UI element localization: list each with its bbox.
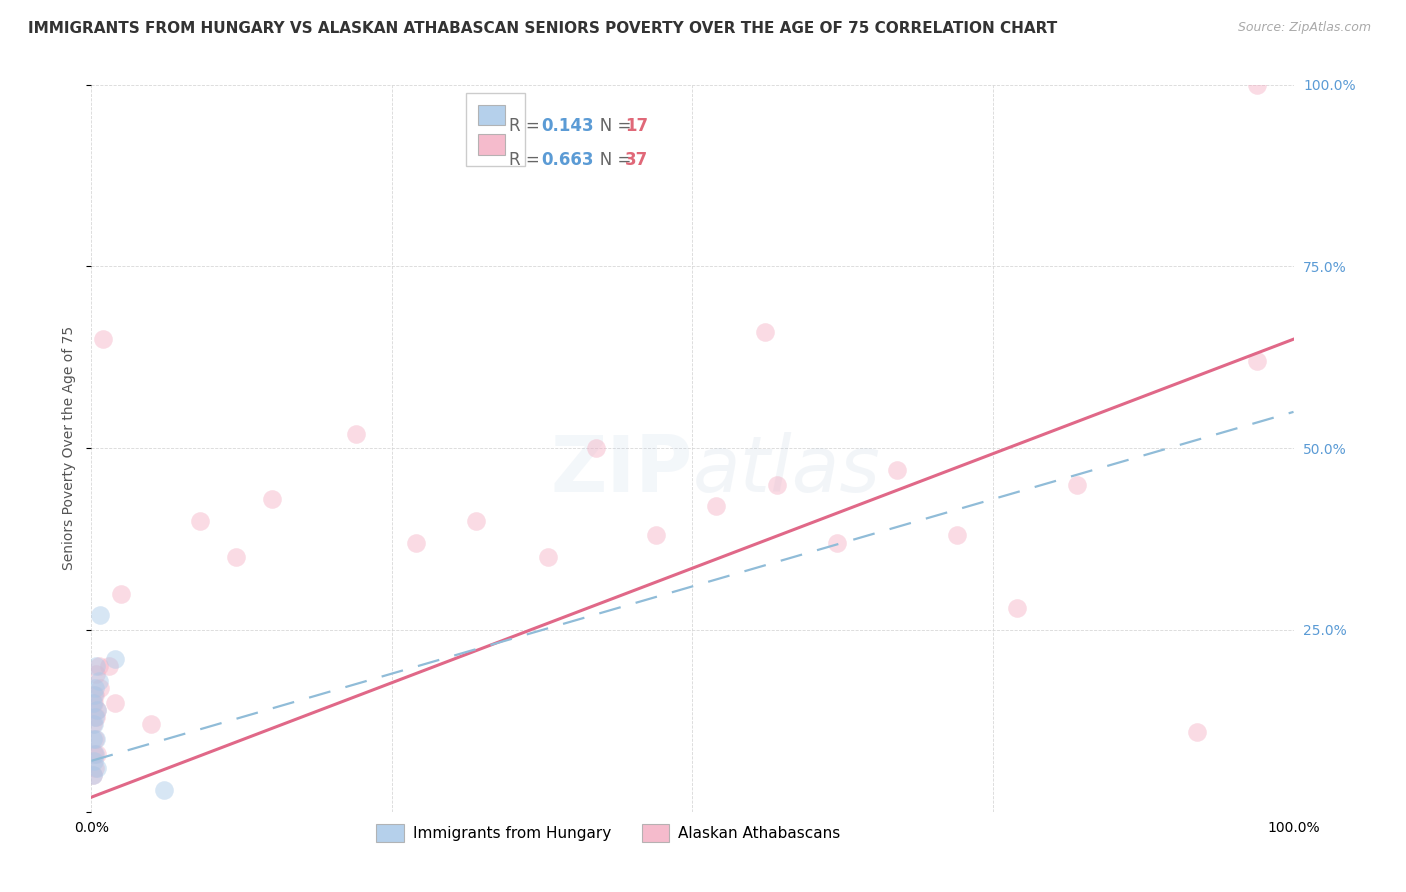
- Point: [1005, 601, 1028, 615]
- Point: [645, 528, 668, 542]
- Point: [84, 659, 107, 673]
- Text: IMMIGRANTS FROM HUNGARY VS ALASKAN ATHABASCAN SENIORS POVERTY OVER THE AGE OF 75: IMMIGRANTS FROM HUNGARY VS ALASKAN ATHAB…: [28, 21, 1057, 36]
- Point: [82, 696, 104, 710]
- Point: [83, 747, 105, 761]
- Point: [86, 747, 108, 761]
- Point: [84, 761, 107, 775]
- Point: [1246, 354, 1268, 368]
- Point: [87, 659, 110, 673]
- Point: [825, 535, 848, 549]
- Point: [98, 659, 121, 673]
- Point: [82, 731, 104, 746]
- Point: [946, 528, 969, 542]
- Point: [110, 587, 132, 601]
- Point: [82, 768, 104, 782]
- Point: [89, 681, 111, 695]
- Text: atlas: atlas: [692, 432, 880, 508]
- Text: 37: 37: [626, 151, 648, 169]
- Text: Source: ZipAtlas.com: Source: ZipAtlas.com: [1237, 21, 1371, 34]
- Point: [84, 731, 107, 746]
- Point: [188, 514, 211, 528]
- Point: [152, 783, 174, 797]
- Point: [84, 666, 107, 681]
- Point: [104, 696, 127, 710]
- Text: ZIP: ZIP: [550, 432, 692, 508]
- Point: [86, 703, 108, 717]
- Point: [84, 710, 107, 724]
- Point: [84, 689, 107, 703]
- Point: [89, 608, 111, 623]
- Point: [83, 754, 105, 768]
- Text: R =: R =: [509, 151, 544, 169]
- Point: [225, 550, 247, 565]
- Text: R =: R =: [509, 117, 544, 136]
- Point: [87, 673, 110, 688]
- Point: [82, 768, 104, 782]
- Text: N =: N =: [585, 151, 637, 169]
- Point: [754, 325, 776, 339]
- Point: [537, 550, 560, 565]
- Point: [104, 652, 127, 666]
- Point: [706, 500, 728, 514]
- Point: [86, 761, 108, 775]
- Y-axis label: Seniors Poverty Over the Age of 75: Seniors Poverty Over the Age of 75: [62, 326, 76, 570]
- Point: [1066, 477, 1088, 491]
- Point: [93, 332, 115, 346]
- Text: N =: N =: [585, 117, 637, 136]
- Point: [585, 442, 607, 455]
- Point: [1246, 78, 1268, 92]
- Point: [83, 696, 105, 710]
- Text: 0.663: 0.663: [541, 151, 593, 169]
- Point: [84, 710, 107, 724]
- Point: [260, 492, 283, 507]
- Point: [405, 535, 427, 549]
- Point: [465, 514, 488, 528]
- Point: [83, 717, 105, 731]
- Point: [84, 731, 107, 746]
- Point: [83, 689, 105, 703]
- Point: [765, 477, 787, 491]
- Text: 17: 17: [626, 117, 648, 136]
- Point: [886, 463, 908, 477]
- Point: [344, 426, 367, 441]
- Point: [84, 681, 107, 695]
- Point: [86, 703, 108, 717]
- Point: [1187, 724, 1209, 739]
- Text: 0.143: 0.143: [541, 117, 593, 136]
- Legend: Immigrants from Hungary, Alaskan Athabascans: Immigrants from Hungary, Alaskan Athabas…: [367, 814, 849, 851]
- Point: [82, 717, 104, 731]
- Point: [141, 717, 163, 731]
- Point: [84, 747, 107, 761]
